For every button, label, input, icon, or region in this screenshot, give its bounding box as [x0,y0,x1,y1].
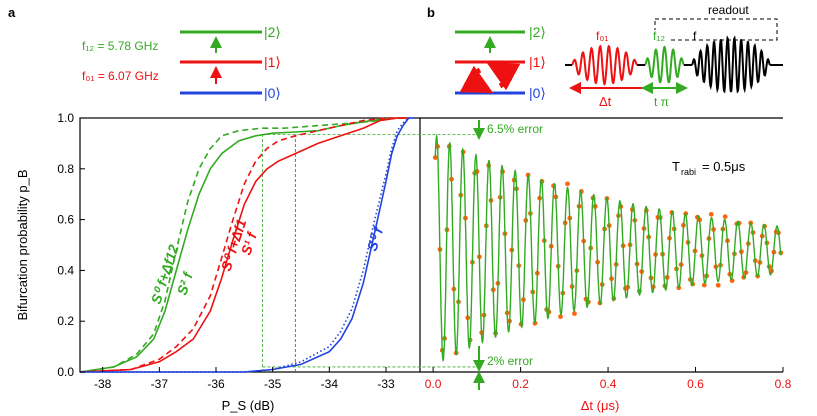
panel-a-label: a [8,5,16,20]
x-tick-label: 0.6 [687,377,704,391]
f01-frequency-label: f₀₁ = 6.07 GHz [82,69,159,83]
x-tick-label: 0.8 [775,377,792,391]
rabi-fit-line [434,133,782,362]
x-tick-label: -38 [94,377,112,391]
right-x-axis-label: Δt (μs) [581,398,620,413]
pulse-sequence: readout f₀₁ f₁₂ f Δt t π [565,3,783,109]
ket-0-label-b: |0⟩ [529,85,546,101]
level-diagram-b: |2⟩ |1⟩ |0⟩ [455,24,546,101]
data-point [708,211,714,217]
trabi-subscript: rabi [681,167,696,177]
series-line-1 [79,117,409,373]
y-tick-label: 0.4 [57,263,74,277]
readout-bracket [654,18,778,41]
data-point [558,314,563,320]
rabi-oscillation-icon [459,62,521,94]
y-tick-label: 1.0 [57,111,74,125]
y-tick-label: 0.6 [57,213,74,227]
x-tick-label: 0.0 [425,377,442,391]
x-tick-label: 0.4 [600,377,617,391]
curve-label: S⁰ f+Δf12 [148,242,182,305]
f01-pulse-waveform [571,44,638,86]
y-tick-label: 0.8 [57,162,74,176]
rabi-oscillation-chart: 0.0 0.2 0.4 0.6 0.8 Δt (μs) 6.5% error 2% error… [420,117,792,413]
pulse-f01-label: f₀₁ [596,29,608,43]
readout-label: readout [708,3,749,17]
trabi-label: T [672,159,680,174]
bifurcation-s-curves-chart: -38 -37 -36 -35 -34 -33 0.0 0.2 0.4 0.6 0.8 1.0 P_S … [15,111,480,413]
ket-2-label-b: |2⟩ [529,24,546,40]
y-tick-label: 0.0 [57,365,74,379]
series-line-4 [80,117,415,373]
readout-pulse-waveform [691,35,771,94]
x-tick-label: 0.2 [512,377,529,391]
y-axis-label: Bifurcation probability p_B [15,169,30,320]
x-tick-label: -36 [207,377,225,391]
ket-1-label-b: |1⟩ [529,54,546,70]
pulse-f-label: f [693,29,697,43]
x-tick-label: -34 [321,377,339,391]
series-line-2 [79,117,403,373]
data-point [565,181,570,187]
bottom-error-label: 2% error [487,354,533,368]
data-point [722,214,728,220]
ket-0-label: |0⟩ [264,85,281,101]
delta-t-label: Δt [599,94,612,109]
series-line-3 [79,117,409,373]
f12-frequency-label: f₁₂ = 5.78 GHz [82,39,158,53]
left-x-axis-label: P_S (dB) [222,398,275,413]
f12-pulse-waveform [644,45,685,84]
series-line-5 [80,117,415,373]
curve-label: S⁰ f [364,224,387,253]
panel-b-label: b [427,5,435,20]
ket-2-label: |2⟩ [264,24,281,40]
level-diagram-a: |2⟩ |1⟩ |0⟩ f₁₂ = 5.78 GHz f₀₁ = 6.07 GH… [82,24,281,101]
top-error-label: 6.5% error [487,122,543,136]
curve-label: S¹ f [238,229,261,257]
data-point [572,311,577,316]
x-tick-label: -33 [377,377,395,391]
ket-1-label: |1⟩ [264,54,281,70]
t-pi-label: t π [654,95,669,109]
trabi-value: = 0.5μs [702,159,746,174]
pulse-f12-label: f₁₂ [653,29,665,43]
y-tick-label: 0.2 [57,314,74,328]
x-tick-label: -37 [151,377,169,391]
x-tick-label: -35 [264,377,282,391]
data-point [715,282,721,288]
curve-label: S² f [174,269,197,297]
